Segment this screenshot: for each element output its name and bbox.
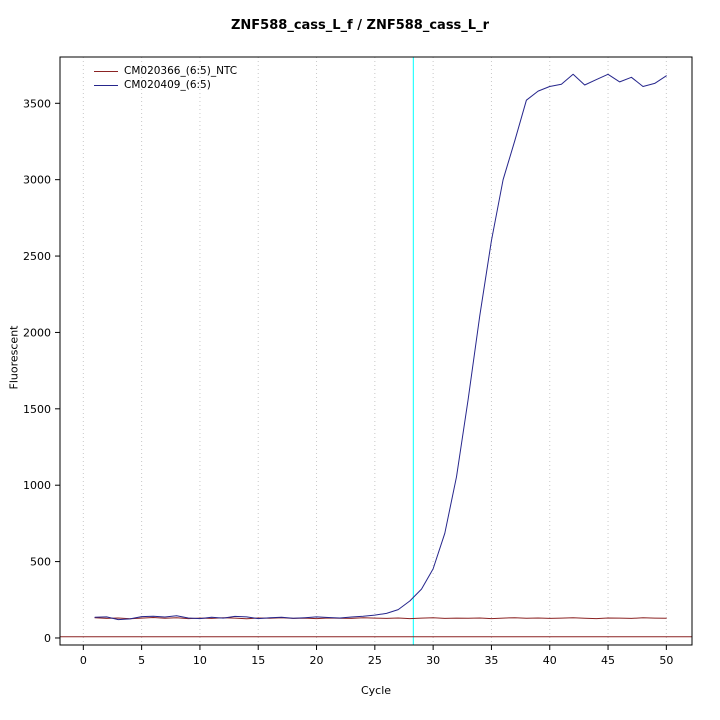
svg-text:40: 40 xyxy=(543,654,557,667)
legend-item-ntc: CM020366_(6:5)_NTC xyxy=(94,64,237,78)
legend-item-sample: CM020409_(6:5) xyxy=(94,78,237,92)
y-axis-label: Fluorescent xyxy=(7,325,21,390)
svg-text:45: 45 xyxy=(601,654,615,667)
chart-legend: CM020366_(6:5)_NTC CM020409_(6:5) xyxy=(94,64,237,92)
svg-text:15: 15 xyxy=(251,654,265,667)
svg-text:0: 0 xyxy=(44,632,51,645)
svg-text:30: 30 xyxy=(426,654,440,667)
svg-text:20: 20 xyxy=(310,654,324,667)
svg-text:500: 500 xyxy=(30,556,51,569)
svg-text:25: 25 xyxy=(368,654,382,667)
svg-text:35: 35 xyxy=(484,654,498,667)
svg-text:5: 5 xyxy=(138,654,145,667)
svg-text:3000: 3000 xyxy=(23,174,51,187)
svg-text:10: 10 xyxy=(193,654,207,667)
svg-text:3500: 3500 xyxy=(23,97,51,110)
chart-title: ZNF588_cass_L_f / ZNF588_cass_L_r xyxy=(231,18,489,33)
legend-label-ntc: CM020366_(6:5)_NTC xyxy=(124,65,238,77)
x-axis-label: Cycle xyxy=(360,684,392,697)
legend-label-sample: CM020409_(6:5) xyxy=(124,79,211,91)
svg-text:2000: 2000 xyxy=(23,326,51,339)
svg-text:0: 0 xyxy=(80,654,87,667)
svg-text:50: 50 xyxy=(659,654,673,667)
svg-text:1500: 1500 xyxy=(23,403,51,416)
legend-line-icon xyxy=(94,84,118,86)
svg-text:1000: 1000 xyxy=(23,479,51,492)
legend-line-icon xyxy=(94,70,118,72)
svg-text:2500: 2500 xyxy=(23,250,51,263)
